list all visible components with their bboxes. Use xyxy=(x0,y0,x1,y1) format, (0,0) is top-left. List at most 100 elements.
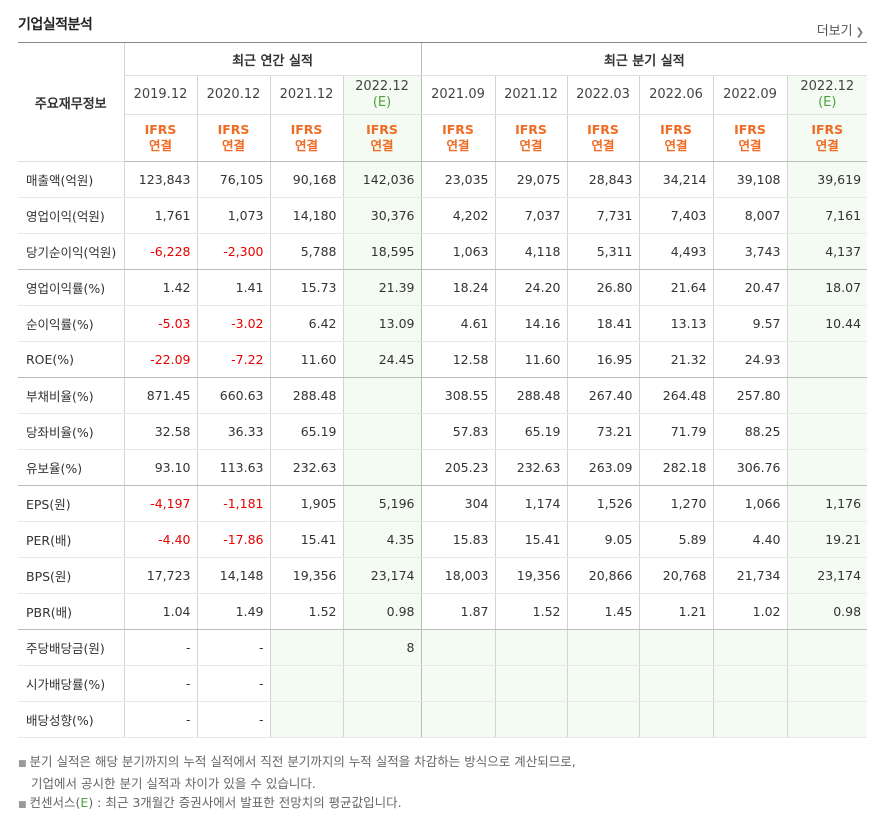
bullet-icon: ■ xyxy=(18,800,27,810)
basis-label: 연결 xyxy=(815,138,839,153)
row-label: 부채비율(%) xyxy=(18,377,125,414)
table-cell: 1,270 xyxy=(638,485,713,522)
period-date: 2020.12 xyxy=(206,87,261,102)
table-cell xyxy=(786,413,868,450)
table-cell: 263.09 xyxy=(566,449,639,486)
table-cell: 34,214 xyxy=(638,161,713,198)
table-cell: 7,037 xyxy=(494,197,567,234)
table-cell: 5.89 xyxy=(638,521,713,558)
table-cell xyxy=(342,449,421,486)
table-row: 배당성향(%) - - xyxy=(18,701,868,738)
table-cell: 0.98 xyxy=(786,593,868,630)
table-cell xyxy=(786,629,868,666)
table-cell: 7,161 xyxy=(786,197,868,234)
table-cell: 18.24 xyxy=(420,269,495,306)
table-cell: 36.33 xyxy=(196,413,270,450)
period-header: 2022.12 (E) xyxy=(786,75,868,115)
period-date: 2022.12 xyxy=(355,79,409,94)
estimate-marker: (E) xyxy=(818,95,837,110)
table-cell: 3,743 xyxy=(712,233,787,270)
row-label: PER(배) xyxy=(18,521,125,558)
table-row: 부채비율(%) 871.45 660.63 288.48 308.55 288.48 267… xyxy=(18,377,868,414)
table-cell: 24.20 xyxy=(494,269,567,306)
table-cell: 71.79 xyxy=(638,413,713,450)
table-cell: 29,075 xyxy=(494,161,567,198)
table-cell: 308.55 xyxy=(420,377,495,414)
table-cell: 11.60 xyxy=(494,341,567,378)
table-cell xyxy=(494,701,567,738)
estimate-marker: (E) xyxy=(372,95,392,110)
table-cell: 4,202 xyxy=(420,197,495,234)
accounting-standard: IFRS 연결 xyxy=(712,114,787,162)
table-cell: 1.49 xyxy=(196,593,270,630)
table-cell xyxy=(786,449,868,486)
table-cell: 57.83 xyxy=(420,413,495,450)
table-cell: 88.25 xyxy=(712,413,787,450)
standard-label: IFRS xyxy=(366,122,398,137)
table-cell: 6.42 xyxy=(269,305,343,342)
table-cell: 1.41 xyxy=(196,269,270,306)
period-header: 2021.09 xyxy=(420,75,495,115)
basis-label: 연결 xyxy=(221,138,245,153)
table-cell: 39,619 xyxy=(786,161,868,198)
period-header: 2020.12 xyxy=(196,75,270,115)
table-cell: 264.48 xyxy=(638,377,713,414)
table-cell: 20,768 xyxy=(638,557,713,594)
table-row: 시가배당률(%) - - xyxy=(18,665,868,702)
table-cell: 282.18 xyxy=(638,449,713,486)
row-label: EPS(원) xyxy=(18,485,125,522)
annual-group-header: 최근 연간 실적 xyxy=(124,43,421,76)
table-cell: 232.63 xyxy=(269,449,343,486)
table-cell: 32.58 xyxy=(124,413,197,450)
period-date: 2021.12 xyxy=(279,87,334,102)
table-cell: 1,073 xyxy=(196,197,270,234)
table-cell: 9.57 xyxy=(712,305,787,342)
table-cell: -5.03 xyxy=(124,305,197,342)
table-cell: -3.02 xyxy=(196,305,270,342)
standard-label: IFRS xyxy=(734,122,766,137)
table-cell xyxy=(712,665,787,702)
standard-label: IFRS xyxy=(442,122,474,137)
accounting-standard: IFRS 연결 xyxy=(196,114,270,162)
table-cell xyxy=(269,701,343,738)
period-header: 2022.12 (E) xyxy=(342,75,421,115)
period-header: 2021.12 xyxy=(494,75,567,115)
footnote-2-pre: 컨센서스( xyxy=(29,795,81,810)
table-cell: 8,007 xyxy=(712,197,787,234)
table-cell: 14.16 xyxy=(494,305,567,342)
table-cell: 257.80 xyxy=(712,377,787,414)
table-cell: 15.41 xyxy=(269,521,343,558)
table-cell: 26.80 xyxy=(566,269,639,306)
footnote-2: ■ 컨센서스(E) : 최근 3개월간 증권사에서 발표한 전망치의 평균값입니다… xyxy=(18,793,576,815)
table-cell xyxy=(786,377,868,414)
table-cell xyxy=(269,629,343,666)
table-cell: 14,180 xyxy=(269,197,343,234)
table-row: 영업이익률(%) 1.42 1.41 15.73 21.39 18.24 24.20 26.8… xyxy=(18,269,868,306)
basis-label: 연결 xyxy=(148,138,172,153)
period-header: 2019.12 xyxy=(124,75,197,115)
standard-label: IFRS xyxy=(587,122,619,137)
row-label: 배당성향(%) xyxy=(18,701,125,738)
table-cell: 1.45 xyxy=(566,593,639,630)
table-cell: 5,311 xyxy=(566,233,639,270)
table-cell: 1,174 xyxy=(494,485,567,522)
row-label: 영업이익률(%) xyxy=(18,269,125,306)
table-cell xyxy=(566,701,639,738)
table-cell xyxy=(420,701,495,738)
table-cell: 23,174 xyxy=(342,557,421,594)
table-cell: 1.21 xyxy=(638,593,713,630)
table-cell: - xyxy=(196,701,270,738)
table-cell: 1,063 xyxy=(420,233,495,270)
period-date: 2022.12 xyxy=(800,79,855,94)
financial-table-container: 주요재무정보 최근 연간 실적 최근 분기 실적 2019.12 2020.12 2… xyxy=(18,42,868,738)
footnote-2-em: E xyxy=(80,795,89,810)
row-label: 주당배당금(원) xyxy=(18,629,125,666)
table-cell: 18.41 xyxy=(566,305,639,342)
more-link[interactable]: 더보기 ❯ xyxy=(817,20,864,39)
table-cell: 23,035 xyxy=(420,161,495,198)
period-date: 2021.09 xyxy=(431,87,485,102)
table-cell: 28,843 xyxy=(566,161,639,198)
footnote-2-post: ) : 최근 3개월간 증권사에서 발표한 전망치의 평균값입니다. xyxy=(88,795,402,810)
table-row: 순이익률(%) -5.03 -3.02 6.42 13.09 4.61 14.16 18.41… xyxy=(18,305,868,342)
accounting-standard: IFRS 연결 xyxy=(494,114,567,162)
